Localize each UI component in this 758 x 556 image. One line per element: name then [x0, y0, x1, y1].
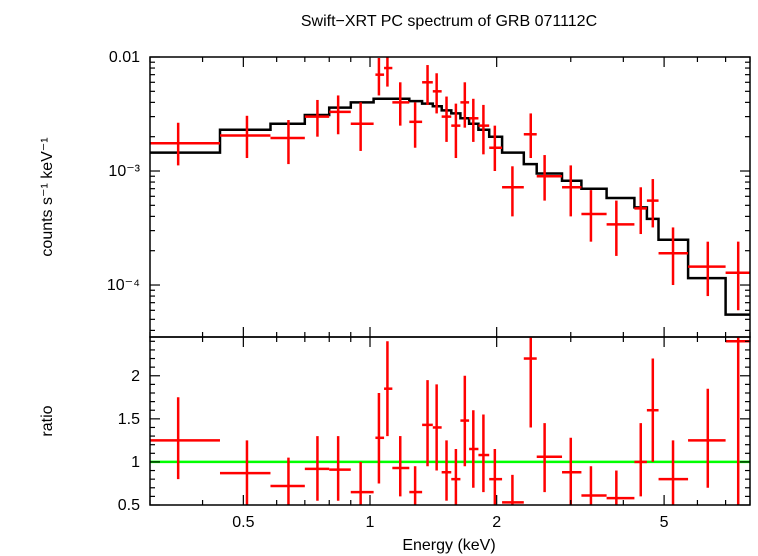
spectrum-data-point — [441, 96, 452, 142]
spectrum-y-tick-label: 10⁻⁴ — [107, 277, 140, 294]
ratio-data-point — [460, 375, 470, 467]
spectrum-data-point — [350, 102, 374, 151]
ratio-data-point — [441, 440, 452, 501]
spectrum-data-point — [409, 102, 423, 148]
ratio-data-point — [304, 436, 330, 501]
spectrum-data-point — [646, 179, 659, 228]
chart-title: Swift−XRT PC spectrum of GRB 071112C — [301, 13, 597, 30]
ratio-data-point — [523, 337, 537, 428]
spectrum-data-point — [469, 98, 479, 142]
ratio-data-point — [646, 358, 659, 462]
spectrum-data-point — [523, 113, 537, 159]
model-step-path — [150, 97, 750, 316]
spectrum-data-point — [725, 241, 750, 311]
ratio-panel: 0.5 1 2 5 0.5 1 1.5 2 ratio — [39, 336, 751, 531]
ratio-y-tick-label: 1 — [131, 454, 140, 471]
ratio-data-point — [422, 380, 433, 467]
ratio-data-point — [658, 440, 689, 505]
ratio-data-point — [581, 466, 607, 505]
ratio-y-tick-label: 0.5 — [118, 497, 140, 514]
spectrum-data-point — [270, 120, 305, 165]
spectrum-data-point — [634, 187, 647, 235]
ratio-panel-frame — [149, 336, 751, 506]
spectrum-data-point — [478, 104, 490, 155]
ratio-data-point — [502, 474, 524, 505]
x-tick-label: 0.5 — [232, 514, 254, 531]
spectrum-data-point — [658, 227, 689, 286]
spectrum-data-point — [150, 122, 220, 166]
spectrum-data-point — [562, 165, 582, 217]
spectrum-data-point — [384, 57, 393, 87]
ratio-data-point — [536, 423, 563, 493]
spectrum-data-point — [451, 103, 461, 159]
ratio-y-tick-label: 2 — [131, 368, 140, 385]
ratio-data-point — [392, 436, 410, 497]
ratio-data-point — [478, 414, 490, 493]
spectrum-y-axis-label: counts s⁻¹ keV⁻¹ — [39, 137, 56, 256]
x-tick-label: 2 — [492, 514, 501, 531]
ratio-y-axis-label: ratio — [39, 405, 56, 436]
ratio-data-point — [634, 423, 647, 497]
ratio-data-point — [688, 388, 726, 488]
x-tick-label: 5 — [660, 514, 669, 531]
spectrum-panel-frame — [149, 56, 751, 338]
ratio-data-point — [489, 449, 503, 505]
spectrum-data-point — [422, 65, 433, 105]
ratio-data-point — [150, 397, 220, 480]
ratio-data-point — [329, 436, 351, 501]
spectrum-y-tick-label: 10⁻³ — [108, 163, 140, 180]
spectrum-panel: 0.01 10⁻³ 10⁻⁴ counts s⁻¹ keV⁻¹ — [39, 49, 751, 338]
ratio-y-tick-label: 1.5 — [118, 411, 140, 428]
ratio-data-point — [409, 466, 423, 505]
spectrum-data-point — [536, 155, 563, 201]
spectrum-data-point — [688, 241, 726, 297]
ratio-data-point — [350, 461, 374, 505]
spectrum-data-point — [489, 125, 503, 172]
ratio-data-point — [562, 437, 582, 505]
ratio-data-point — [432, 384, 442, 471]
ratio-data-point — [451, 449, 461, 505]
spectrum-data-point — [375, 58, 385, 96]
ratio-data-point — [606, 470, 635, 505]
spectrum-data-point — [606, 200, 635, 256]
spectrum-data-point — [502, 166, 524, 217]
spectrum-data-point — [219, 115, 271, 159]
ratio-data-point — [375, 393, 385, 484]
x-tick-label: 1 — [366, 514, 375, 531]
spectrum-data-point — [460, 82, 470, 128]
ratio-data-point — [384, 341, 393, 437]
spectrum-y-tick-label: 0.01 — [109, 49, 140, 66]
ratio-data-point — [270, 457, 305, 505]
ratio-data-point — [725, 337, 750, 505]
spectrum-data-point — [581, 190, 607, 242]
x-axis-label: Energy (keV) — [402, 537, 495, 554]
spectrum-data-point — [432, 73, 442, 114]
ratio-data-point — [469, 410, 479, 488]
spectrum-data-point — [329, 95, 351, 135]
ratio-data-point — [219, 440, 271, 505]
spectrum-data-point — [392, 82, 410, 126]
model-step-line — [150, 97, 750, 316]
spectrum-data-point — [304, 99, 330, 137]
